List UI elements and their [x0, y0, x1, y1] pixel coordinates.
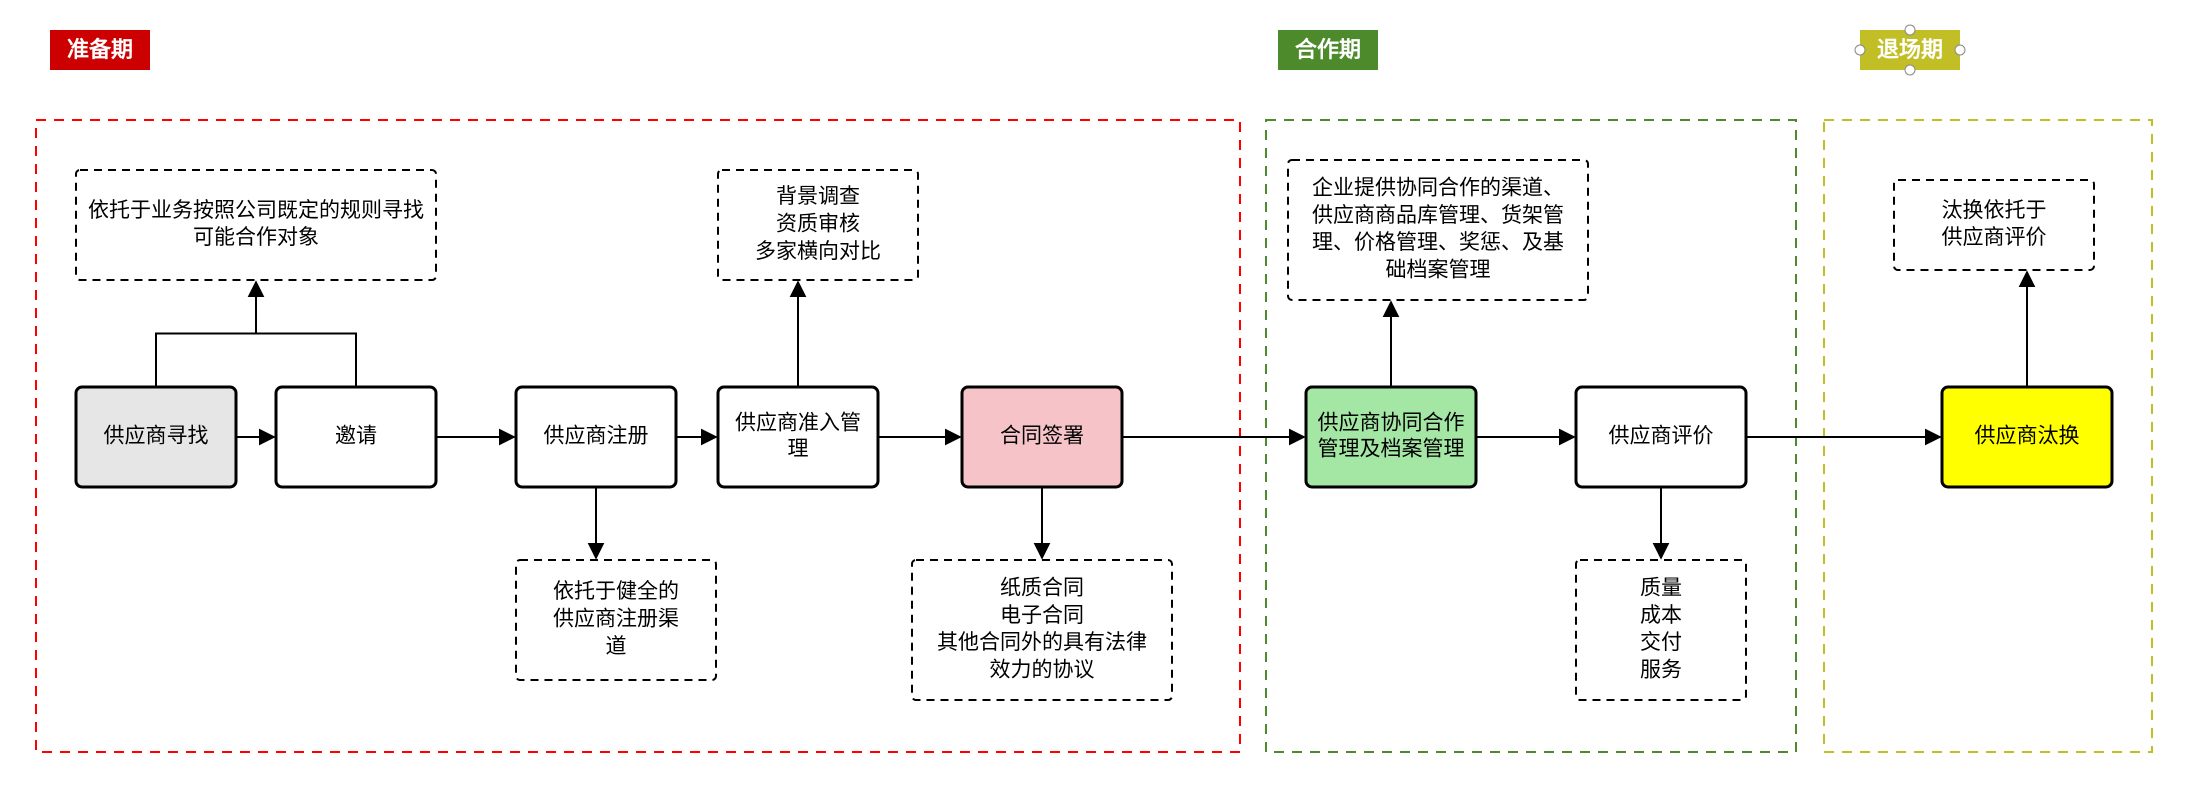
note-text-n4: 电子合同: [1000, 604, 1084, 627]
process-label-p5: 合同签署: [1000, 425, 1084, 448]
note-text-n1: 依托于业务按照公司既定的规则寻找: [88, 199, 424, 222]
note-text-n2: 背景调查: [776, 185, 860, 208]
selection-handle[interactable]: [1905, 65, 1915, 75]
process-label-p6: 供应商协同合作: [1318, 411, 1465, 434]
note-text-n6: 质量: [1640, 577, 1682, 600]
note-n7: [1894, 180, 2094, 270]
note-text-n2: 多家横向对比: [755, 240, 881, 263]
process-label-p4: 供应商准入管: [735, 411, 861, 434]
process-label-p2: 邀请: [335, 425, 377, 448]
process-label-p7: 供应商评价: [1609, 425, 1714, 448]
process-label-p1: 供应商寻找: [104, 425, 209, 448]
selection-handle[interactable]: [1855, 45, 1865, 55]
note-text-n5: 供应商商品库管理、货架管: [1312, 204, 1564, 227]
note-text-n3: 供应商注册渠: [553, 608, 679, 631]
note-text-n4: 纸质合同: [1000, 577, 1084, 600]
process-label-p3: 供应商注册: [544, 425, 649, 448]
note-text-n6: 成本: [1640, 604, 1682, 627]
selection-handle[interactable]: [1955, 45, 1965, 55]
note-text-n5: 础档案管理: [1386, 258, 1491, 281]
selection-handle[interactable]: [1905, 25, 1915, 35]
note-text-n7: 汰换依托于: [1942, 199, 2047, 222]
note-text-n4: 效力的协议: [990, 658, 1095, 681]
phase-label-text-exit: 退场期: [1877, 37, 1943, 62]
note-text-n3: 道: [606, 635, 627, 658]
note-text-n3: 依托于健全的: [553, 580, 679, 603]
note-text-n4: 其他合同外的具有法律: [937, 631, 1147, 654]
process-label-p8: 供应商汰换: [1975, 425, 2080, 448]
process-label-p6: 管理及档案管理: [1318, 438, 1465, 461]
note-text-n6: 交付: [1640, 631, 1682, 654]
note-n1: [76, 170, 436, 280]
phase-label-text-coop: 合作期: [1295, 37, 1361, 62]
phase-label-text-prep: 准备期: [67, 37, 133, 62]
note-text-n6: 服务: [1640, 658, 1682, 681]
note-text-n1: 可能合作对象: [193, 226, 319, 249]
note-text-n2: 资质审核: [776, 213, 860, 236]
note-text-n7: 供应商评价: [1942, 226, 2047, 249]
note-text-n5: 理、价格管理、奖惩、及基: [1312, 231, 1564, 254]
note-text-n5: 企业提供协同合作的渠道、: [1312, 177, 1564, 200]
process-label-p4: 理: [788, 438, 809, 461]
